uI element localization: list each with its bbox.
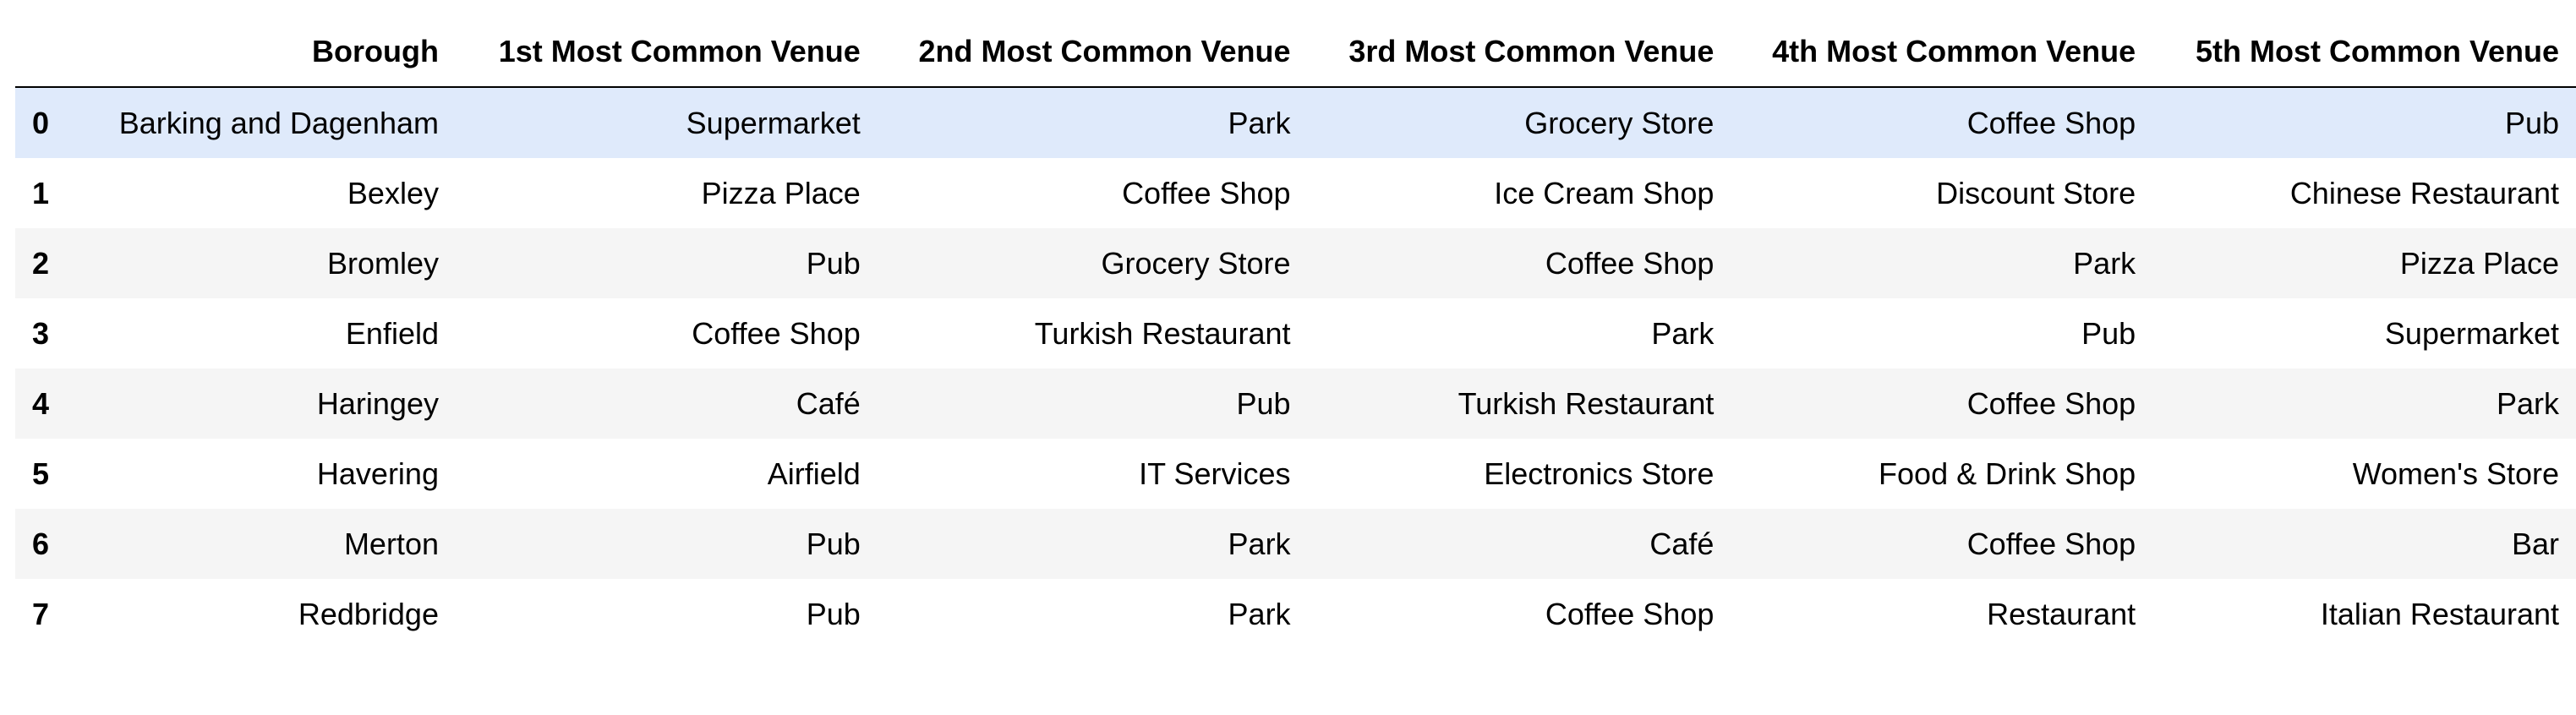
row-index: 4 [15,368,64,439]
cell-venue-2: Park [877,579,1308,649]
header-index [15,17,64,88]
table-header: Borough 1st Most Common Venue 2nd Most C… [15,17,2576,88]
cell-venue-5: Pizza Place [2152,228,2576,298]
cell-venue-2: Grocery Store [877,228,1308,298]
cell-venue-3: Grocery Store [1307,87,1731,158]
cell-venue-5: Supermarket [2152,298,2576,368]
dataframe-table-container: Borough 1st Most Common Venue 2nd Most C… [15,17,2576,649]
cell-borough: Havering [63,439,456,509]
table-row: 4 Haringey Café Pub Turkish Restaurant C… [15,368,2576,439]
cell-venue-5: Bar [2152,509,2576,579]
cell-venue-4: Coffee Shop [1731,509,2153,579]
cell-venue-1: Café [455,368,878,439]
cell-venue-4: Pub [1731,298,2153,368]
table-row: 2 Bromley Pub Grocery Store Coffee Shop … [15,228,2576,298]
row-index: 3 [15,298,64,368]
cell-venue-5: Park [2152,368,2576,439]
cell-venue-4: Restaurant [1731,579,2153,649]
dataframe-table: Borough 1st Most Common Venue 2nd Most C… [15,17,2576,649]
cell-venue-1: Pub [455,228,878,298]
cell-venue-3: Café [1307,509,1731,579]
row-index: 7 [15,579,64,649]
row-index: 0 [15,87,64,158]
row-index: 1 [15,158,64,228]
header-venue-1: 1st Most Common Venue [455,17,878,88]
table-row: 5 Havering Airfield IT Services Electron… [15,439,2576,509]
cell-borough: Enfield [63,298,456,368]
cell-venue-5: Women's Store [2152,439,2576,509]
cell-venue-4: Coffee Shop [1731,87,2153,158]
cell-venue-1: Coffee Shop [455,298,878,368]
table-row: 0 Barking and Dagenham Supermarket Park … [15,87,2576,158]
cell-venue-2: Coffee Shop [877,158,1308,228]
row-index: 2 [15,228,64,298]
cell-venue-1: Supermarket [455,87,878,158]
table-row: 7 Redbridge Pub Park Coffee Shop Restaur… [15,579,2576,649]
table-row: 1 Bexley Pizza Place Coffee Shop Ice Cre… [15,158,2576,228]
cell-venue-3: Coffee Shop [1307,579,1731,649]
cell-venue-3: Turkish Restaurant [1307,368,1731,439]
cell-venue-3: Park [1307,298,1731,368]
cell-borough: Redbridge [63,579,456,649]
cell-venue-1: Pub [455,579,878,649]
cell-venue-2: Pub [877,368,1308,439]
cell-venue-4: Discount Store [1731,158,2153,228]
cell-venue-4: Park [1731,228,2153,298]
row-index: 5 [15,439,64,509]
cell-venue-4: Coffee Shop [1731,368,2153,439]
cell-venue-5: Italian Restaurant [2152,579,2576,649]
cell-venue-3: Ice Cream Shop [1307,158,1731,228]
cell-venue-1: Pizza Place [455,158,878,228]
header-row: Borough 1st Most Common Venue 2nd Most C… [15,17,2576,88]
header-venue-3: 3rd Most Common Venue [1307,17,1731,88]
cell-venue-2: Park [877,509,1308,579]
cell-borough: Merton [63,509,456,579]
cell-borough: Bromley [63,228,456,298]
row-index: 6 [15,509,64,579]
cell-borough: Bexley [63,158,456,228]
cell-borough: Barking and Dagenham [63,87,456,158]
header-borough: Borough [63,17,456,88]
cell-venue-2: Turkish Restaurant [877,298,1308,368]
cell-venue-1: Airfield [455,439,878,509]
table-body: 0 Barking and Dagenham Supermarket Park … [15,87,2576,649]
cell-venue-5: Pub [2152,87,2576,158]
header-venue-4: 4th Most Common Venue [1731,17,2153,88]
cell-borough: Haringey [63,368,456,439]
cell-venue-1: Pub [455,509,878,579]
header-venue-5: 5th Most Common Venue [2152,17,2576,88]
cell-venue-5: Chinese Restaurant [2152,158,2576,228]
cell-venue-3: Electronics Store [1307,439,1731,509]
cell-venue-2: Park [877,87,1308,158]
cell-venue-2: IT Services [877,439,1308,509]
cell-venue-4: Food & Drink Shop [1731,439,2153,509]
cell-venue-3: Coffee Shop [1307,228,1731,298]
table-row: 3 Enfield Coffee Shop Turkish Restaurant… [15,298,2576,368]
table-row: 6 Merton Pub Park Café Coffee Shop Bar [15,509,2576,579]
header-venue-2: 2nd Most Common Venue [877,17,1308,88]
